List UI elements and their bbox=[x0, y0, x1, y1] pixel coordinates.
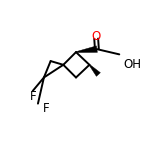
Polygon shape bbox=[76, 46, 97, 53]
Text: F: F bbox=[42, 102, 49, 115]
Text: F: F bbox=[30, 90, 36, 103]
Polygon shape bbox=[89, 64, 100, 76]
Text: O: O bbox=[92, 30, 101, 43]
Text: OH: OH bbox=[123, 58, 141, 71]
